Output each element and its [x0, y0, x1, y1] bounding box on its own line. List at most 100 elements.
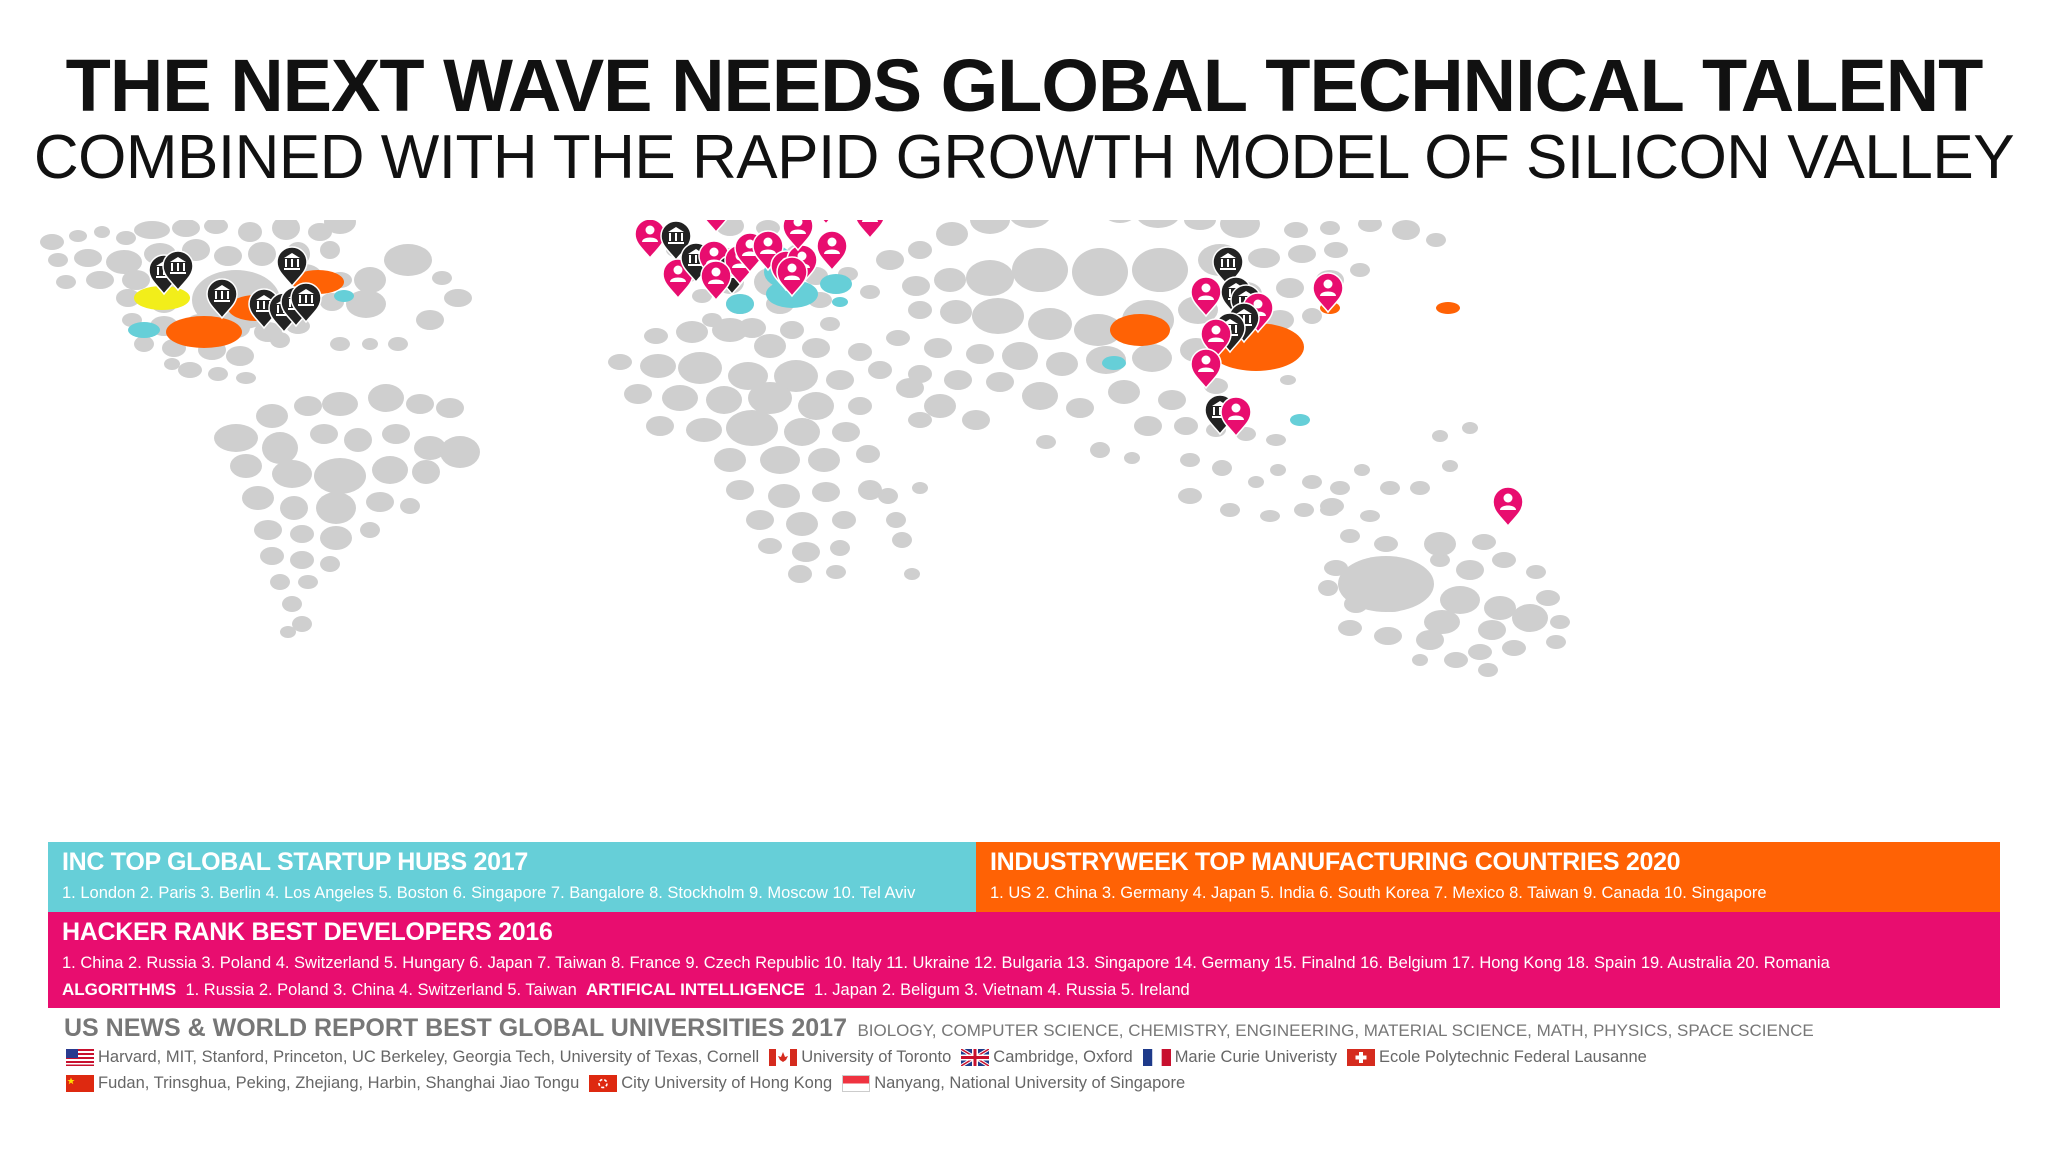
land-dot	[1178, 488, 1202, 504]
land-dot	[1066, 398, 1094, 418]
land-dot	[1248, 248, 1280, 268]
developer-person-pin-icon	[700, 260, 732, 302]
land-dot	[858, 480, 882, 500]
land-dot	[876, 250, 904, 270]
algorithms-list: 1. Russia 2. Poland 3. China 4. Switzerl…	[185, 981, 577, 999]
land-dot	[116, 231, 136, 245]
land-dot	[986, 372, 1014, 392]
land-dot	[1330, 481, 1350, 495]
land-dot	[1010, 220, 1050, 228]
developers-title: HACKER RANK BEST DEVELOPERS 2016	[62, 918, 553, 946]
land-dot	[1484, 596, 1516, 620]
land-dot	[1174, 417, 1198, 435]
land-dot	[832, 511, 856, 529]
land-dot	[1374, 536, 1398, 552]
university-entry-france: Marie Curie Univeristy	[1142, 1048, 1337, 1067]
land-dot	[172, 220, 200, 237]
developer-person-pin-icon	[1190, 276, 1222, 318]
land-dot	[238, 222, 262, 242]
developer-person-pin-icon	[776, 256, 808, 298]
land-dot	[1318, 580, 1338, 596]
land-dot	[678, 352, 722, 384]
universities-heading: US NEWS & WORLD REPORT BEST GLOBAL UNIVE…	[64, 1014, 1814, 1043]
land-dot	[74, 249, 102, 267]
land-dot	[1302, 475, 1322, 489]
land-dot	[712, 318, 748, 342]
university-text: City University of Hong Kong	[621, 1074, 833, 1092]
land-dot	[368, 384, 404, 412]
land-dot	[774, 360, 818, 392]
land-dot	[908, 241, 932, 259]
land-dot	[1354, 464, 1370, 476]
land-dot	[214, 424, 258, 452]
university-entry-singapore: Nanyang, National University of Singapor…	[842, 1074, 1185, 1093]
universities-row-2: Fudan, Trinsghua, Peking, Zhejiang, Harb…	[66, 1074, 1195, 1093]
land-dot	[830, 540, 850, 556]
university-text: Nanyang, National University of Singapor…	[874, 1074, 1186, 1092]
land-dot	[320, 526, 352, 550]
land-dot	[924, 338, 952, 358]
land-dot	[436, 398, 464, 418]
land-dot	[1468, 644, 1492, 660]
land-dot	[94, 226, 110, 238]
land-dot	[676, 321, 708, 343]
land-dot	[1338, 620, 1362, 636]
universities-subjects: BIOLOGY, COMPUTER SCIENCE, CHEMISTRY, EN…	[857, 1021, 1814, 1040]
us-flag-icon	[66, 1049, 94, 1066]
land-dot	[848, 397, 872, 415]
land-dot	[646, 416, 674, 436]
university-building-icon	[162, 250, 194, 292]
land-dot	[786, 512, 818, 536]
land-dot	[416, 310, 444, 330]
land-dot	[706, 386, 742, 414]
land-dot	[242, 486, 274, 510]
land-dot	[1324, 560, 1348, 576]
land-dot	[178, 362, 202, 378]
universities-title: US NEWS & WORLD REPORT BEST GLOBAL UNIVE…	[64, 1014, 847, 1042]
land-dot	[316, 492, 356, 524]
land-dot	[1090, 442, 1110, 458]
land-dot	[444, 289, 472, 307]
land-dot	[1444, 652, 1468, 668]
land-dot	[280, 496, 308, 520]
university-text: Fudan, Trinsghua, Peking, Zhejiang, Harb…	[98, 1074, 580, 1092]
land-dot	[904, 568, 920, 580]
developer-person-pin-icon	[1492, 486, 1524, 528]
land-dot	[944, 370, 972, 390]
land-dot	[878, 488, 898, 504]
land-dot	[644, 328, 668, 344]
land-dot	[1288, 245, 1316, 263]
land-dot	[788, 565, 812, 583]
land-dot	[290, 525, 314, 543]
highlight-region	[1436, 302, 1460, 314]
algorithms-label: ALGORITHMS	[62, 980, 177, 999]
land-dot	[298, 575, 318, 589]
land-dot	[164, 358, 180, 370]
university-building-icon	[290, 282, 322, 324]
land-dot	[440, 436, 480, 468]
land-dot	[1392, 220, 1420, 240]
land-dot	[344, 428, 372, 452]
land-dot	[1284, 222, 1308, 238]
land-dot	[226, 346, 254, 366]
university-entry-switzerland: Ecole Polytechnic Federal Lausanne	[1346, 1048, 1647, 1067]
land-dot	[640, 354, 676, 378]
land-dot	[292, 616, 312, 632]
land-dot	[1132, 248, 1188, 292]
land-dot	[280, 626, 296, 638]
university-building-icon	[276, 246, 308, 288]
land-dot	[802, 338, 830, 358]
world-dot-map	[40, 220, 1570, 677]
land-dot	[692, 289, 712, 303]
land-dot	[1270, 464, 1286, 476]
land-dot	[1360, 510, 1380, 522]
land-dot	[1424, 532, 1456, 556]
developer-person-pin-icon	[1200, 318, 1232, 360]
land-dot	[248, 242, 276, 266]
land-dot	[1012, 248, 1068, 292]
land-dot	[902, 276, 930, 296]
university-text: Marie Curie Univeristy	[1174, 1048, 1337, 1066]
land-dot	[1124, 452, 1140, 464]
land-dot	[1266, 434, 1286, 446]
land-dot	[48, 253, 68, 267]
